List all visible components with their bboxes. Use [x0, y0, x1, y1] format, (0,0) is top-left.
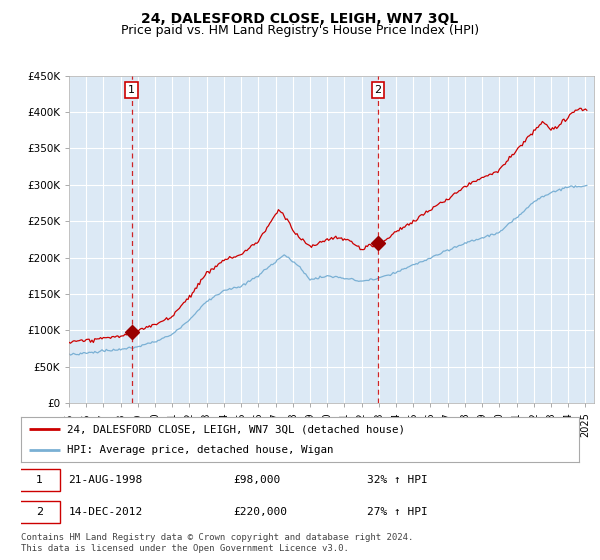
- FancyBboxPatch shape: [18, 501, 60, 524]
- Text: HPI: Average price, detached house, Wigan: HPI: Average price, detached house, Wiga…: [67, 445, 333, 455]
- Text: 1: 1: [36, 475, 43, 485]
- Text: 27% ↑ HPI: 27% ↑ HPI: [367, 507, 428, 517]
- Text: 2: 2: [36, 507, 43, 517]
- Text: 24, DALESFORD CLOSE, LEIGH, WN7 3QL: 24, DALESFORD CLOSE, LEIGH, WN7 3QL: [142, 12, 458, 26]
- Text: £98,000: £98,000: [233, 475, 280, 485]
- Text: Contains HM Land Registry data © Crown copyright and database right 2024.
This d: Contains HM Land Registry data © Crown c…: [21, 533, 413, 553]
- Text: 1: 1: [128, 85, 135, 95]
- Text: 24, DALESFORD CLOSE, LEIGH, WN7 3QL (detached house): 24, DALESFORD CLOSE, LEIGH, WN7 3QL (det…: [67, 424, 405, 435]
- Text: £220,000: £220,000: [233, 507, 287, 517]
- Text: 14-DEC-2012: 14-DEC-2012: [68, 507, 143, 517]
- FancyBboxPatch shape: [18, 469, 60, 491]
- Text: 2: 2: [374, 85, 382, 95]
- Text: Price paid vs. HM Land Registry's House Price Index (HPI): Price paid vs. HM Land Registry's House …: [121, 24, 479, 36]
- Text: 21-AUG-1998: 21-AUG-1998: [68, 475, 143, 485]
- Text: 32% ↑ HPI: 32% ↑ HPI: [367, 475, 428, 485]
